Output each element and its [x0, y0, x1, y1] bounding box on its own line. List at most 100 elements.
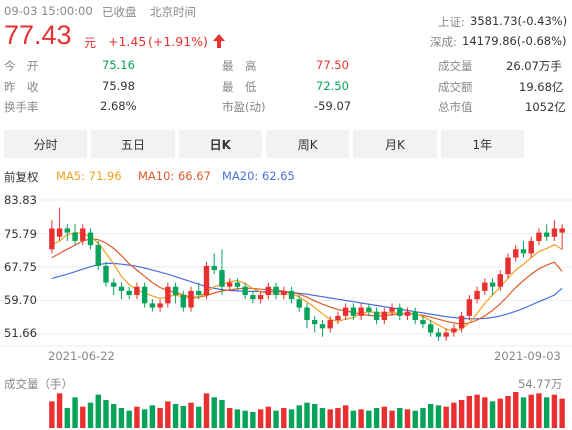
candle-body [250, 295, 256, 300]
pe-label: 市盈(动) [222, 100, 266, 114]
candle-body [226, 282, 233, 287]
candle-body [458, 315, 465, 329]
volume-max-label: 54.77万 [518, 377, 563, 391]
volume-bar [373, 408, 380, 428]
candle-body [497, 274, 503, 287]
timezone-label: 北京时间 [150, 5, 196, 19]
volume-bar [443, 406, 449, 428]
candle-body [257, 295, 264, 300]
turnover-label: 换手率 [4, 100, 39, 114]
candle-body [157, 303, 163, 308]
candle-body [273, 286, 279, 296]
volume-bar [242, 410, 248, 428]
candle-body [288, 290, 295, 300]
tab-monthly-k[interactable]: 月K [353, 130, 437, 158]
y-tick-label: 59.70 [4, 293, 37, 307]
candle-body [373, 311, 380, 321]
volume-bar [87, 402, 94, 428]
y-tick-label: 51.66 [4, 326, 37, 340]
volume-bar [141, 409, 148, 428]
volume-bar [497, 398, 503, 428]
volume-bar [335, 408, 341, 428]
candle-body [366, 307, 372, 312]
x-tick-label-start: 2021-06-22 [48, 349, 115, 363]
volume-bar [281, 408, 287, 428]
candle-body [381, 311, 388, 321]
candle-body [358, 307, 364, 316]
tab-weekly-k[interactable]: 周K [265, 130, 350, 158]
candle-body [482, 282, 488, 291]
candle-body [149, 303, 156, 308]
candle-body [134, 286, 140, 296]
volume-bar [126, 410, 132, 428]
volume-bar [389, 410, 395, 428]
candle-body [87, 232, 94, 246]
ma10-line [51, 238, 563, 325]
volume-bar [72, 397, 78, 428]
candle-body [335, 315, 341, 321]
low-label: 最 低 [222, 80, 257, 94]
volume-bar [427, 404, 434, 428]
market-status: 已收盘 [102, 5, 137, 19]
volume-bar [288, 409, 295, 428]
candle-body [474, 290, 480, 300]
y-tick-label: 67.75 [4, 260, 37, 274]
candle-body [327, 320, 333, 329]
volume-bar [520, 397, 527, 428]
volume-bar [505, 396, 511, 428]
tab-daily-k[interactable]: 日K [178, 130, 262, 158]
volume-bar [80, 406, 86, 428]
volume-chart-title: 成交量（手） [4, 377, 73, 391]
candle-body [281, 290, 287, 296]
price-change: +1.45 [108, 34, 147, 49]
candle-body [118, 286, 125, 291]
adjust-mode-label[interactable]: 前复权 [4, 170, 39, 184]
amount-label: 成交额 [438, 80, 473, 94]
volume-bar [528, 394, 534, 428]
volume-bar [559, 398, 565, 428]
volume-bar [543, 397, 550, 428]
volume-bar [350, 410, 357, 428]
candle-body [404, 311, 411, 316]
tab-intraday[interactable]: 分时 [4, 130, 88, 158]
candle-body [451, 328, 457, 333]
prev-close-label: 昨 收 [4, 80, 39, 94]
candle-body [427, 324, 434, 333]
candle-body [111, 282, 117, 287]
volume-bar [273, 410, 279, 428]
volume-bar [319, 408, 326, 428]
index-sz-value: 14179.86(-0.68%) [462, 34, 567, 48]
candle-body [505, 257, 511, 275]
amount-value: 19.68亿 [519, 80, 564, 94]
x-tick-label-end: 2021-09-03 [494, 349, 561, 363]
volume-bar [489, 401, 496, 428]
candle-body [304, 307, 310, 321]
candle-body [536, 232, 542, 241]
candle-body [412, 311, 418, 321]
high-value: 77.50 [316, 58, 349, 72]
volume-bar [451, 402, 457, 428]
turnover-value: 2.68% [100, 99, 137, 113]
candle-body [466, 299, 473, 316]
tab-five-day[interactable]: 五日 [91, 130, 175, 158]
volume-bar [219, 400, 225, 428]
volume-bar [366, 410, 372, 428]
volume-bar [180, 406, 187, 428]
market-cap-label: 总市值 [438, 100, 473, 114]
volume-bar [165, 401, 171, 428]
volume-bar [327, 409, 333, 428]
tab-one-year[interactable]: 1年 [440, 130, 524, 158]
candle-body [296, 299, 302, 308]
volume-bar [265, 406, 272, 428]
volume-bar [196, 406, 202, 428]
candle-body [312, 320, 318, 325]
volume-bar [134, 406, 140, 428]
y-tick-label: 75.79 [4, 227, 37, 241]
open-value: 75.16 [102, 58, 135, 72]
candle-body [234, 282, 241, 287]
candle-body [141, 286, 148, 304]
volume-bar [188, 402, 194, 428]
volume-bar [56, 393, 63, 428]
candle-body [559, 228, 565, 233]
